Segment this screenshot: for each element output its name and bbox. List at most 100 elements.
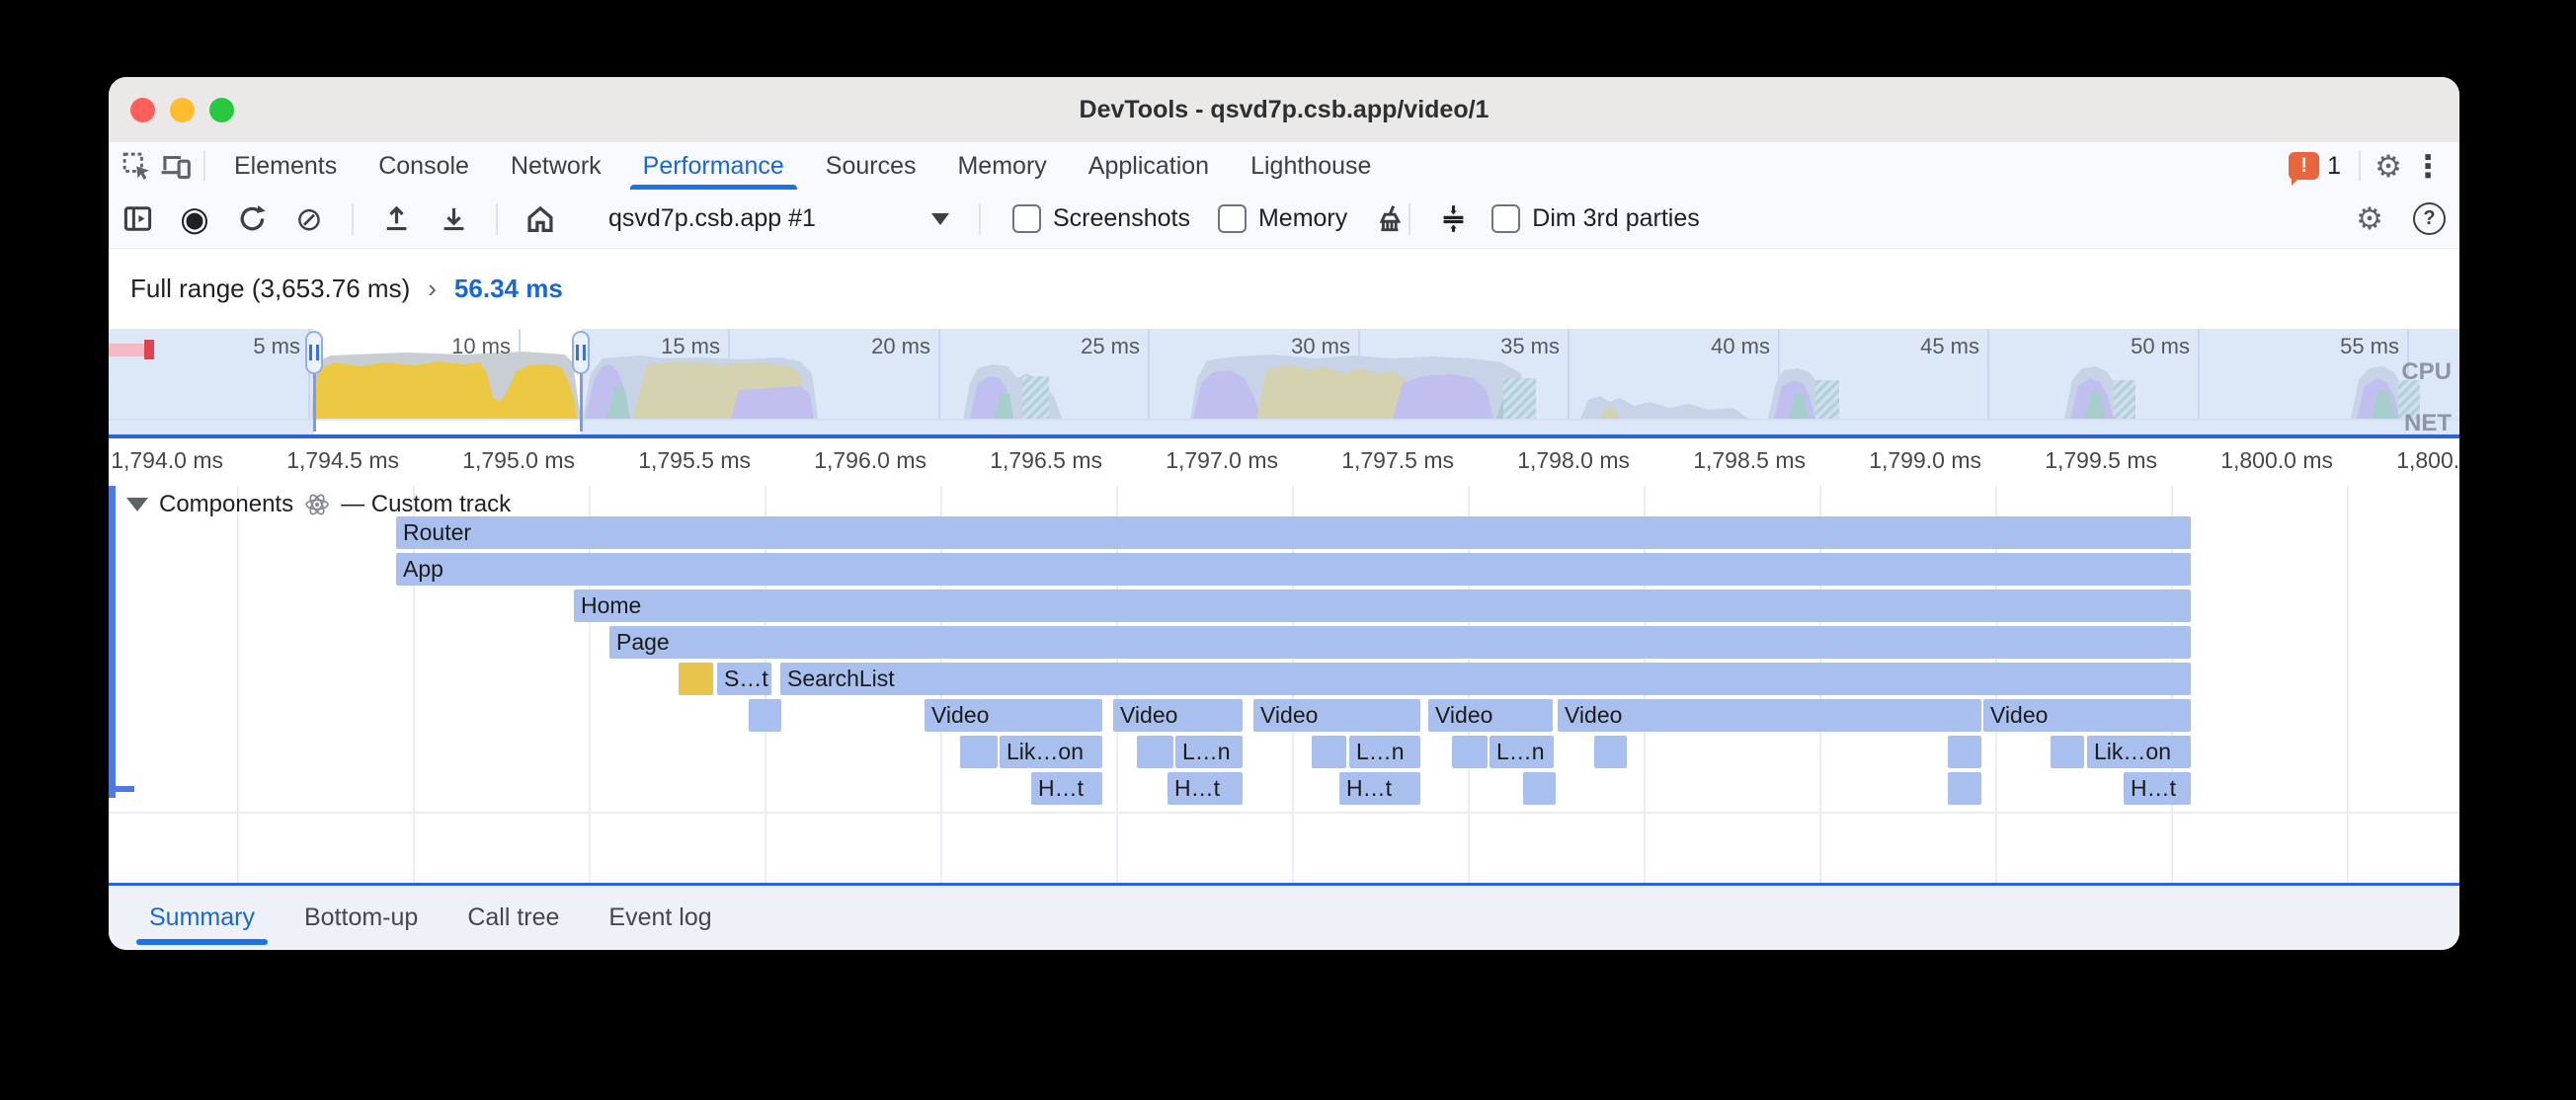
range-breadcrumb: Full range (3,653.76 ms) › 56.34 ms [109,249,2459,329]
flame-event[interactable] [1312,736,1346,768]
home-icon[interactable] [523,199,557,239]
close-window-button[interactable] [130,97,155,122]
page-select[interactable]: qsvd7p.csb.app #1 [608,204,949,233]
flame-event[interactable] [749,699,781,732]
overview-left-handle-stem[interactable] [313,374,316,432]
net-lane-label: NET [2404,410,2452,434]
flame-gridline [589,486,591,883]
download-profile-icon[interactable] [437,199,470,239]
flame-event-video[interactable]: Video [1428,699,1553,732]
inspect-element-icon[interactable] [117,146,156,186]
flame-event[interactable] [2051,736,2084,768]
flame-chart[interactable]: Components — Custom track Router App Home P… [109,486,2459,883]
flame-event-ht[interactable]: H…t [1339,772,1420,805]
flame-event-page[interactable]: Page [609,626,2191,659]
upload-profile-icon[interactable] [379,199,413,239]
ruler-tick-label: 1,797.5 ms [1341,447,1454,473]
track-title: Components [159,491,294,517]
flame-event-likon[interactable]: Lik…on [1000,736,1102,768]
flame-event-ht[interactable]: H…t [1167,772,1243,805]
overview-tick-label: 45 ms [1920,334,1979,358]
settings-gear-icon[interactable]: ⚙ [2375,148,2402,184]
flame-event[interactable] [679,663,713,695]
flame-event[interactable] [960,736,998,768]
tab-application[interactable]: Application [1087,151,1210,180]
flame-event[interactable] [1137,736,1173,768]
details-tab-summary[interactable]: Summary [124,886,280,950]
collapse-track-icon[interactable] [126,498,148,511]
overview-tick-label: 5 ms [253,334,300,358]
reload-and-record-icon[interactable] [235,199,269,239]
ruler-tick-label: 1,795.5 ms [638,447,751,473]
overview-right-handle-stem[interactable] [580,374,583,432]
help-icon[interactable]: ? [2413,202,2446,235]
handle-grip [309,345,312,360]
flame-event[interactable] [1948,736,1981,768]
screenshots-checkbox[interactable] [1012,204,1041,233]
tab-console[interactable]: Console [378,151,469,180]
details-tab-event-log[interactable]: Event log [608,904,712,931]
overview-divider [109,434,2459,438]
bottom-divider [109,883,2459,886]
more-options-kebab-icon[interactable]: ⋮ [2412,148,2444,184]
react-atom-icon [304,492,330,517]
memory-checkbox-group: Memory [1217,204,1347,233]
shrink-rows-icon[interactable] [1436,199,1470,239]
overview-right-handle[interactable] [572,331,590,374]
capture-settings-gear-icon[interactable]: ⚙ [2356,201,2383,236]
minimize-window-button[interactable] [170,97,195,122]
toggle-sidebar-icon[interactable] [121,199,154,239]
flame-event-likon[interactable]: Lik…on [2087,736,2191,768]
dim-3rd-parties-label: Dim 3rd parties [1532,204,1700,232]
flame-event[interactable] [1948,772,1981,805]
clear-icon[interactable]: ⊘ [295,200,323,237]
ruler-tick-label: 1,794.5 ms [286,447,399,473]
dim-3rd-parties-checkbox[interactable] [1491,204,1521,233]
flame-gridline [237,486,239,883]
flame-event-video[interactable]: Video [1113,699,1243,732]
tab-lighthouse[interactable]: Lighthouse [1250,151,1372,180]
flame-event[interactable] [1523,772,1556,805]
tab-network[interactable]: Network [510,151,602,180]
flame-event-searchlist[interactable]: SearchList [780,663,2191,695]
flame-event-video[interactable]: Video [925,699,1102,732]
tab-sources[interactable]: Sources [825,151,917,180]
details-tab-call-tree[interactable]: Call tree [467,904,560,931]
flame-event-app[interactable]: App [396,553,2191,586]
flame-event-video[interactable]: Video [1558,699,1981,732]
details-tabbar: Summary Bottom-up Call tree Event log [109,886,2459,950]
ruler-tick-label: 1,797.0 ms [1166,447,1278,473]
issues-counter[interactable]: ! 1 [2289,152,2341,186]
flame-event-st[interactable]: S…t [717,663,771,695]
overview-tick-label: 25 ms [1081,334,1140,358]
memory-checkbox[interactable] [1217,204,1247,233]
overview-shade-right [581,329,2459,434]
flame-event[interactable] [1594,736,1627,768]
tab-performance[interactable]: Performance [622,142,805,191]
record-icon[interactable]: ◉ [180,199,209,238]
flame-event-router[interactable]: Router [396,516,2191,549]
flame-event-video[interactable]: Video [1253,699,1420,732]
ruler-tick-label: 1,798.5 ms [1693,447,1806,473]
tab-elements[interactable]: Elements [234,151,338,180]
flame-event-ln[interactable]: L…n [1349,736,1420,768]
flame-event-video[interactable]: Video [1983,699,2191,732]
details-tab-bottom-up[interactable]: Bottom-up [303,904,419,931]
breadcrumb-selected-range[interactable]: 56.34 ms [453,274,563,303]
flame-event[interactable] [1452,736,1488,768]
toolbar-right: ⚙ ? [2350,199,2446,239]
flame-event-ht[interactable]: H…t [1031,772,1102,805]
timeline-overview[interactable]: CPU NET 5 ms 10 ms 15 ms 20 ms 25 ms 30 ms 35 … [109,329,2459,434]
tab-memory[interactable]: Memory [957,151,1047,180]
flame-event-ln[interactable]: L…n [1175,736,1243,768]
flame-event-ht[interactable]: H…t [2124,772,2191,805]
flame-event-home[interactable]: Home [574,589,2191,622]
flame-event-ln[interactable]: L…n [1489,736,1554,768]
breadcrumb-full-range[interactable]: Full range (3,653.76 ms) [130,274,411,303]
flame-gridline [413,486,415,883]
track-header[interactable]: Components — Custom track [126,491,511,518]
device-toolbar-icon[interactable] [156,146,196,186]
zoom-window-button[interactable] [209,97,234,122]
collect-garbage-icon[interactable] [1373,199,1407,239]
overview-left-handle[interactable] [305,331,323,374]
